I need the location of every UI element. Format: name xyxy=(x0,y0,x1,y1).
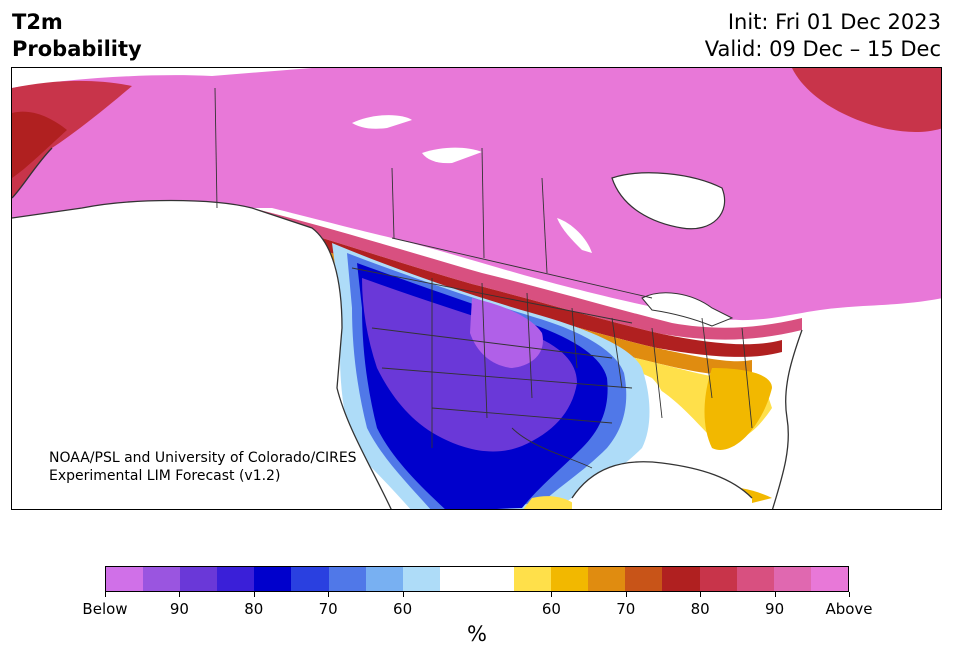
region-mexico-south xyxy=(523,496,581,509)
colorbar-tick-mark xyxy=(551,592,553,597)
colorbar-swatch xyxy=(588,567,626,591)
credit-line-2: Experimental LIM Forecast (v1.2) xyxy=(49,468,281,484)
political-borders xyxy=(214,87,753,469)
colorbar-tick-label: 70 xyxy=(616,600,636,618)
colorbar-swatch xyxy=(254,567,292,591)
credit-line-1: NOAA/PSL and University of Colorado/CIRE… xyxy=(49,450,357,466)
colorbar-tick-mark xyxy=(774,592,776,597)
colorbar-swatch xyxy=(143,567,181,591)
colorbar-swatch xyxy=(662,567,700,591)
colorbar-unit: % xyxy=(467,622,487,646)
colorbar-tick-label: 60 xyxy=(393,600,413,618)
probability-map xyxy=(11,67,942,510)
colorbar-tick-mark xyxy=(625,592,627,597)
region-purple-west xyxy=(362,278,577,452)
region-alaska-rim xyxy=(12,80,132,198)
great-slave-lake xyxy=(422,147,482,164)
colorbar-tick-label: Above xyxy=(825,600,873,618)
colorbar-tick-label: 80 xyxy=(244,600,264,618)
init-date: Init: Fri 01 Dec 2023 xyxy=(727,10,941,34)
colorbar-tick-mark xyxy=(105,592,106,597)
great-bear-lake xyxy=(352,115,412,129)
band-orange xyxy=(272,232,752,375)
colorbar-swatch xyxy=(514,567,552,591)
colorbar-swatch xyxy=(625,567,663,591)
colorbar-tick-label: 70 xyxy=(318,600,338,618)
colorbar-tick-mark xyxy=(849,592,850,597)
colorbar-tick-mark xyxy=(328,592,330,597)
colorbar-swatch xyxy=(365,567,403,591)
gulf-of-mexico xyxy=(572,461,752,509)
pacific-ocean xyxy=(12,200,392,509)
lake-winnipeg xyxy=(557,218,592,253)
colorbar-tick-label: 60 xyxy=(541,600,561,618)
colorbar-swatch xyxy=(180,567,218,591)
colorbar-swatch xyxy=(551,567,589,591)
colorbar-swatch xyxy=(773,567,811,591)
colorbar-tick-mark xyxy=(700,592,702,597)
great-lakes xyxy=(641,292,734,327)
colorbar-swatch xyxy=(217,567,255,591)
region-lavender xyxy=(470,298,543,368)
coastlines xyxy=(12,147,803,509)
colorbar-swatch xyxy=(402,567,440,591)
colorbar-swatch xyxy=(476,567,515,591)
region-southeast-yellow xyxy=(704,368,772,450)
map-svg xyxy=(12,68,941,509)
colorbar-tick-label: 90 xyxy=(765,600,785,618)
region-alaska-red xyxy=(12,111,67,178)
colorbar-swatch xyxy=(106,567,144,591)
colorbar-tick-label: Below xyxy=(82,600,128,618)
colorbar-swatch xyxy=(736,567,774,591)
region-greenland-red xyxy=(792,68,941,133)
forecast-dates: Init: Fri 01 Dec 2023 Valid: 09 Dec – 15… xyxy=(705,9,941,63)
colorbar-swatch xyxy=(328,567,366,591)
colorbar-tick-mark xyxy=(179,592,181,597)
region-canada-above xyxy=(12,68,941,321)
atlantic-ocean xyxy=(772,298,941,509)
colorbar-swatch xyxy=(291,567,329,591)
valid-range: Valid: 09 Dec – 15 Dec xyxy=(704,37,941,61)
map-title: T2m Probability xyxy=(12,9,142,63)
hudson-bay xyxy=(611,172,726,230)
colorbar-swatch xyxy=(810,567,848,591)
colorbar-swatch xyxy=(699,567,737,591)
title-line-1: T2m xyxy=(12,10,63,34)
colorbar-tick-label: 90 xyxy=(169,600,189,618)
credit-text: NOAA/PSL and University of Colorado/CIRE… xyxy=(49,449,357,485)
colorbar-tick-mark xyxy=(253,592,255,597)
colorbar-swatch xyxy=(439,567,477,591)
colorbar-tick-label: 80 xyxy=(690,600,710,618)
colorbar xyxy=(105,566,849,592)
title-line-2: Probability xyxy=(12,37,142,61)
colorbar-tick-mark xyxy=(402,592,404,597)
